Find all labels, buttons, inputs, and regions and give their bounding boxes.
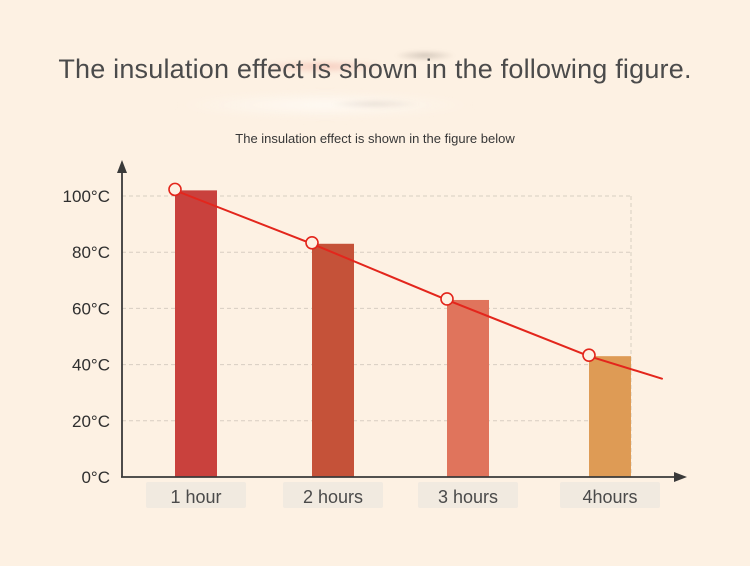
y-axis-label: 40°C	[72, 356, 110, 375]
bar-1-hour	[175, 190, 217, 477]
data-point-marker	[582, 348, 596, 362]
bar-4hours	[589, 356, 631, 477]
y-axis-arrow	[117, 160, 127, 173]
y-axis-label: 80°C	[72, 243, 110, 262]
watermark-smudge	[330, 99, 420, 109]
page-title: The insulation effect is shown in the fo…	[58, 54, 692, 84]
y-axis-label: 20°C	[72, 412, 110, 431]
x-axis-arrow	[674, 472, 687, 482]
x-axis-label: 4hours	[582, 487, 637, 507]
bar-3-hours	[447, 299, 489, 477]
y-axis-label: 100°C	[63, 187, 110, 206]
data-point-marker	[440, 292, 454, 306]
data-point-marker	[168, 182, 182, 197]
category-band	[418, 482, 518, 508]
category-band	[560, 482, 660, 508]
y-axis-label: 0°C	[81, 468, 110, 487]
y-axis-label: 60°C	[72, 299, 110, 318]
chart-title: The insulation effect is shown in the fi…	[235, 131, 515, 146]
x-axis-label: 1 hour	[170, 487, 221, 507]
bar-2-hours	[312, 243, 354, 477]
x-axis-label: 3 hours	[438, 487, 498, 507]
category-band	[146, 482, 246, 508]
x-axis-label: 2 hours	[303, 487, 363, 507]
category-band	[283, 482, 383, 508]
watermark-smudge	[175, 92, 475, 118]
chart-svg: 1 hour 2 hours 3 hours 4hours 0°C 20°C 40°C 60°…	[63, 160, 687, 508]
data-point-marker	[305, 235, 319, 250]
